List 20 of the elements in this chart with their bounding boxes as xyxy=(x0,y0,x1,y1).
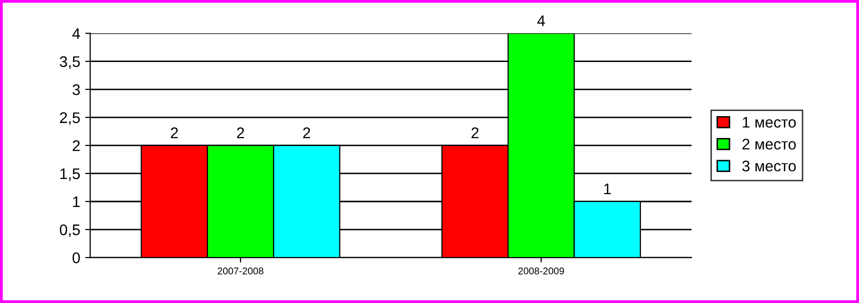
data-label: 2 xyxy=(170,127,178,138)
y-tick-label: 3,5 xyxy=(60,56,80,69)
y-tick-label: 2 xyxy=(72,140,80,151)
y-tick-label: 4 xyxy=(72,28,80,39)
legend-label: 3 место xyxy=(742,160,796,172)
y-tick-label: 0,5 xyxy=(60,224,80,238)
data-label: 2 xyxy=(237,127,244,138)
y-tick-label: 2,5 xyxy=(60,112,80,125)
data-label: 1 xyxy=(604,184,611,194)
x-tick-label: 2008-2009 xyxy=(518,268,564,274)
data-label: 4 xyxy=(537,15,545,26)
x-tick-label: 2007-2008 xyxy=(218,268,264,274)
data-label: 2 xyxy=(303,127,310,138)
y-tick-label: 1,5 xyxy=(60,168,80,181)
y-tick-label: 3 xyxy=(72,84,80,96)
y-tick-label: 1 xyxy=(73,196,80,208)
legend-label: 1 место xyxy=(742,117,796,128)
data-label: 2 xyxy=(472,127,479,138)
legend-label: 2 место xyxy=(742,138,796,150)
y-tick-label: 0 xyxy=(72,252,80,264)
